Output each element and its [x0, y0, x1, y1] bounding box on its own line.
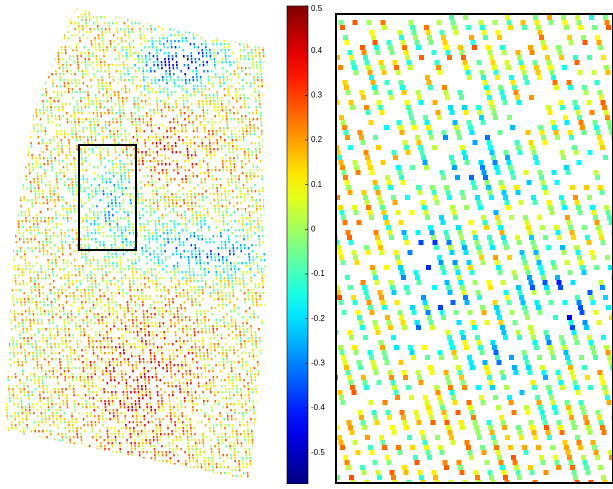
colorbar-tick-label: -0.1 — [311, 269, 325, 278]
colorbar-tick-label: -0.3 — [311, 358, 325, 367]
colorbar-tick-label: 0.5 — [311, 4, 323, 13]
zoom-map — [141, 15, 613, 484]
colorbar-tick-label: 0.2 — [311, 135, 323, 144]
figure: 0.5 0.4 0.3 0.2 0.1 0 -0.1 -0.2 -0.3 -0.4 -0.5 — [0, 0, 613, 484]
overview-map — [0, 4, 321, 483]
colorbar-tick-label: -0.4 — [311, 403, 325, 412]
colorbar-tick-label: -0.2 — [311, 314, 325, 323]
colorbar-tick-label: 0 — [311, 224, 316, 233]
colorbar-tick-label: -0.5 — [311, 448, 325, 457]
colorbar-tick-label: 0.1 — [311, 180, 323, 189]
colorbar-tick-label: 0.3 — [311, 90, 323, 99]
colorbar — [287, 6, 308, 484]
colorbar-tick-label: 0.4 — [311, 46, 323, 55]
